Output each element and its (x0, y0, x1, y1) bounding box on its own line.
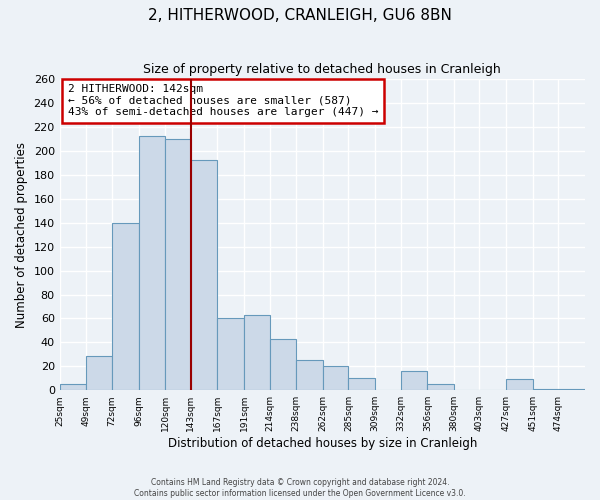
Bar (427, 384, 454, 390)
Text: Contains HM Land Registry data © Crown copyright and database right 2024.
Contai: Contains HM Land Registry data © Crown c… (134, 478, 466, 498)
Bar (401, 371, 427, 390)
Text: 2, HITHERWOOD, CRANLEIGH, GU6 8BN: 2, HITHERWOOD, CRANLEIGH, GU6 8BN (148, 8, 452, 22)
Bar (165, 139, 191, 390)
Bar (296, 360, 323, 390)
Bar (323, 366, 349, 390)
Bar (533, 389, 559, 390)
Bar (191, 160, 217, 390)
Text: 2 HITHERWOOD: 142sqm
← 56% of detached houses are smaller (587)
43% of semi-deta: 2 HITHERWOOD: 142sqm ← 56% of detached h… (68, 84, 378, 117)
Bar (269, 339, 296, 390)
Title: Size of property relative to detached houses in Cranleigh: Size of property relative to detached ho… (143, 62, 501, 76)
Bar (112, 223, 139, 390)
Bar (139, 136, 165, 390)
Bar (349, 378, 375, 390)
Bar (59, 384, 86, 390)
Bar (559, 389, 585, 390)
Bar (217, 318, 244, 390)
Bar (506, 380, 533, 390)
Y-axis label: Number of detached properties: Number of detached properties (15, 142, 28, 328)
Bar (86, 356, 112, 390)
X-axis label: Distribution of detached houses by size in Cranleigh: Distribution of detached houses by size … (167, 437, 477, 450)
Bar (244, 315, 269, 390)
